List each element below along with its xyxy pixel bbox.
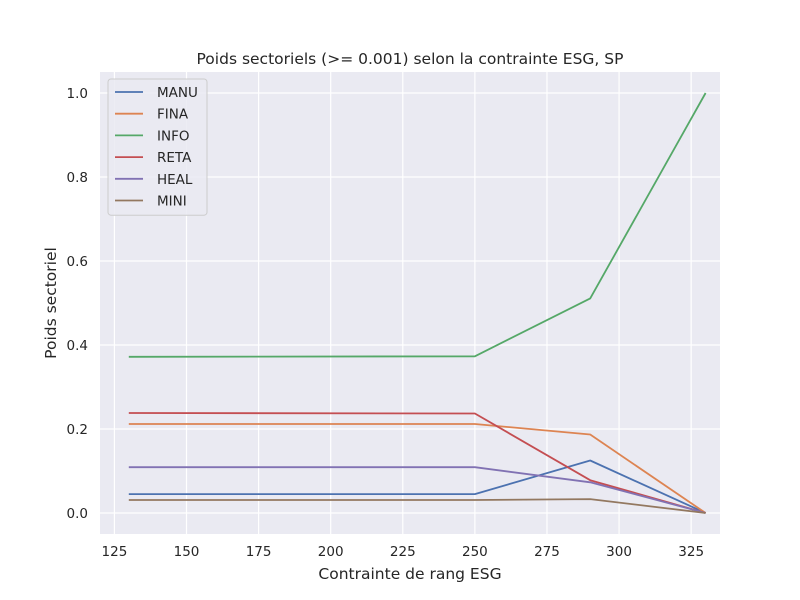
series-line-reta (128, 412, 706, 514)
y-axis-label: Poids sectoriel (42, 247, 60, 359)
y-tick-label: 0.0 (67, 506, 88, 522)
y-ticks: 0.0 0.2 0.4 0.6 0.8 1.0 (67, 86, 88, 522)
x-ticks: 125 150 175 200 225 250 275 300 325 (102, 544, 705, 560)
series-line-manu (128, 459, 706, 514)
y-tick-label: 1.0 (67, 86, 88, 102)
legend-label-manu: MANU (157, 85, 198, 101)
x-tick-label: 300 (606, 544, 632, 560)
x-axis-label: Contrainte de rang ESG (318, 565, 501, 583)
chart-title: Poids sectoriels (>= 0.001) selon la con… (197, 50, 624, 68)
y-tick-label: 0.8 (67, 170, 88, 186)
legend-label-info: INFO (157, 128, 189, 144)
x-tick-label: 150 (174, 544, 200, 560)
y-tick-label: 0.4 (67, 338, 88, 354)
x-tick-label: 325 (678, 544, 704, 560)
legend: MANU FINA INFO RETA HEAL MINI (107, 78, 208, 216)
legend-label-fina: FINA (157, 107, 189, 123)
y-tick-label: 0.2 (67, 422, 88, 438)
x-tick-label: 200 (318, 544, 344, 560)
x-tick-label: 275 (534, 544, 560, 560)
y-tick-label: 0.6 (67, 254, 88, 270)
series-lines (128, 92, 707, 514)
x-tick-label: 225 (390, 544, 416, 560)
x-tick-label: 125 (102, 544, 128, 560)
legend-label-heal: HEAL (157, 172, 193, 188)
x-tick-label: 175 (246, 544, 272, 560)
x-tick-label: 250 (462, 544, 488, 560)
series-line-mini (128, 498, 706, 514)
legend-label-reta: RETA (157, 150, 192, 166)
grid (100, 72, 720, 534)
series-line-fina (128, 423, 707, 514)
series-line-heal (128, 466, 706, 514)
legend-label-mini: MINI (157, 194, 187, 210)
series-line-info (128, 92, 707, 358)
